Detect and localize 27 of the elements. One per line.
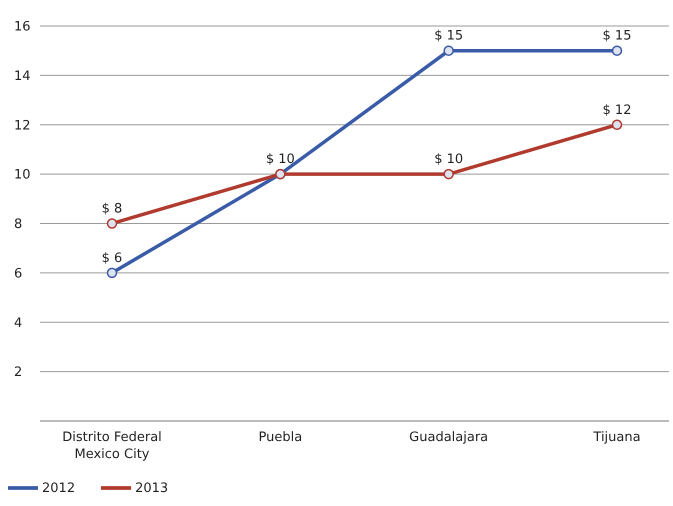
point	[612, 120, 622, 130]
data-label: $ 15	[434, 28, 464, 44]
data-label: $ 15	[602, 28, 632, 44]
point	[106, 268, 118, 278]
point	[612, 45, 622, 56]
y-tick-label: 10	[14, 168, 31, 183]
x-tick-label: Tijuana	[592, 430, 641, 445]
x-tick-label: Puebla	[258, 430, 302, 445]
data-label: $ 6	[102, 250, 122, 266]
point	[106, 218, 118, 229]
point	[443, 45, 454, 56]
data-label: $ 12	[602, 102, 632, 118]
x-tick-label: Guadalajara	[409, 430, 488, 445]
y-tick-label: 12	[14, 118, 31, 134]
point	[443, 168, 454, 180]
y-tick-label: 6	[14, 266, 22, 282]
y-tick-label: 4	[14, 316, 22, 331]
y-tick-label: 8	[14, 217, 22, 232]
data-label: $ 10	[434, 152, 464, 168]
y-tick-label: 14	[14, 68, 31, 84]
y-tick-label: 2	[14, 365, 22, 380]
data-label: $ 8	[102, 202, 122, 216]
data-label: $ 10	[266, 152, 295, 168]
legend-label: 2012	[42, 480, 76, 496]
x-tick-label: Distrito Federal Mexico City	[62, 430, 162, 462]
y-tick-label: 16	[14, 20, 31, 35]
legend-label: 2013	[135, 480, 168, 496]
